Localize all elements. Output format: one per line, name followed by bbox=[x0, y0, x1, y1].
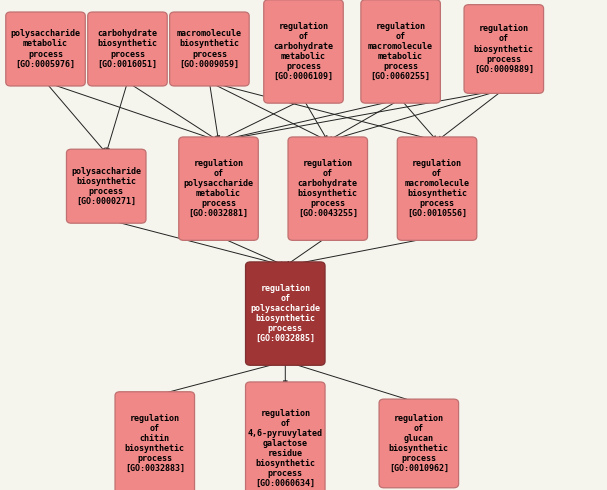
Text: regulation
of
polysaccharide
metabolic
process
[GO:0032881]: regulation of polysaccharide metabolic p… bbox=[183, 159, 254, 218]
Text: polysaccharide
metabolic
process
[GO:0005976]: polysaccharide metabolic process [GO:000… bbox=[10, 29, 81, 69]
FancyBboxPatch shape bbox=[245, 262, 325, 366]
FancyBboxPatch shape bbox=[169, 12, 249, 86]
Text: carbohydrate
biosynthetic
process
[GO:0016051]: carbohydrate biosynthetic process [GO:00… bbox=[98, 29, 157, 69]
FancyBboxPatch shape bbox=[288, 137, 368, 241]
Text: regulation
of
biosynthetic
process
[GO:0009889]: regulation of biosynthetic process [GO:0… bbox=[474, 24, 534, 74]
FancyBboxPatch shape bbox=[87, 12, 167, 86]
FancyBboxPatch shape bbox=[379, 399, 459, 488]
Text: regulation
of
polysaccharide
biosynthetic
process
[GO:0032885]: regulation of polysaccharide biosyntheti… bbox=[250, 284, 320, 343]
Text: regulation
of
macromolecule
biosynthetic
process
[GO:0010556]: regulation of macromolecule biosynthetic… bbox=[404, 159, 470, 218]
FancyBboxPatch shape bbox=[361, 0, 441, 103]
FancyBboxPatch shape bbox=[67, 149, 146, 223]
Text: macromolecule
biosynthetic
process
[GO:0009059]: macromolecule biosynthetic process [GO:0… bbox=[177, 29, 242, 69]
FancyBboxPatch shape bbox=[263, 0, 344, 103]
Text: regulation
of
4,6-pyruvylated
galactose
residue
biosynthetic
process
[GO:0060634: regulation of 4,6-pyruvylated galactose … bbox=[248, 409, 323, 488]
Text: regulation
of
carbohydrate
metabolic
process
[GO:0006109]: regulation of carbohydrate metabolic pro… bbox=[274, 22, 333, 81]
Text: regulation
of
chitin
biosynthetic
process
[GO:0032883]: regulation of chitin biosynthetic proces… bbox=[125, 414, 185, 473]
Text: regulation
of
macromolecule
metabolic
process
[GO:0060255]: regulation of macromolecule metabolic pr… bbox=[368, 22, 433, 81]
FancyBboxPatch shape bbox=[397, 137, 477, 241]
FancyBboxPatch shape bbox=[464, 5, 544, 93]
FancyBboxPatch shape bbox=[115, 392, 194, 490]
Text: regulation
of
carbohydrate
biosynthetic
process
[GO:0043255]: regulation of carbohydrate biosynthetic … bbox=[298, 159, 358, 218]
FancyBboxPatch shape bbox=[5, 12, 85, 86]
Text: polysaccharide
biosynthetic
process
[GO:0000271]: polysaccharide biosynthetic process [GO:… bbox=[71, 167, 141, 206]
FancyBboxPatch shape bbox=[245, 382, 325, 490]
Text: regulation
of
glucan
biosynthetic
process
[GO:0010962]: regulation of glucan biosynthetic proces… bbox=[389, 414, 449, 473]
FancyBboxPatch shape bbox=[178, 137, 259, 241]
